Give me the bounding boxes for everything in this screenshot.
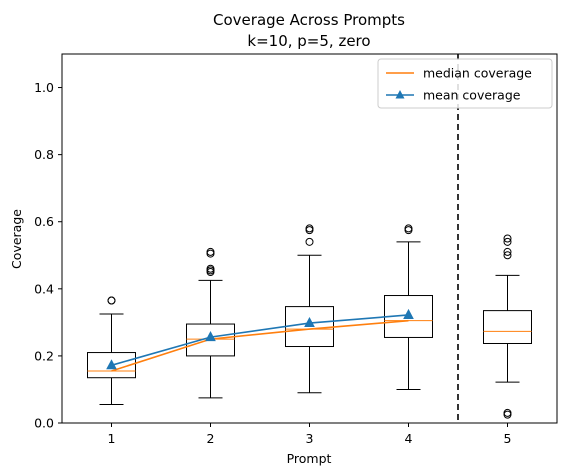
series-marker xyxy=(106,359,117,370)
series-median-coverage xyxy=(111,319,409,372)
chart-subtitle: k=10, p=5, zero xyxy=(247,32,370,50)
outlier-point xyxy=(503,251,512,260)
box-plot-2 xyxy=(186,247,235,399)
y-tick-label: 1.0 xyxy=(34,80,54,95)
outlier-point xyxy=(206,264,215,273)
outlier-point xyxy=(503,237,512,246)
outlier-point xyxy=(305,226,314,235)
outlier-point xyxy=(206,266,215,275)
series-mean-coverage xyxy=(106,308,414,370)
box-plot-1 xyxy=(87,296,136,406)
outlier-point xyxy=(206,249,215,258)
x-tick-label: 5 xyxy=(504,431,512,446)
outlier-point xyxy=(305,237,314,246)
y-tick-label: 0.2 xyxy=(34,348,54,363)
y-tick-label: 0.8 xyxy=(34,147,54,162)
outlier-point xyxy=(503,410,512,419)
series-line xyxy=(111,314,409,367)
legend: median coverage mean coverage xyxy=(377,58,553,109)
y-axis-label: Coverage xyxy=(9,209,24,269)
chart-title: Coverage Across Prompts xyxy=(213,11,405,29)
x-tick-label: 4 xyxy=(405,431,413,446)
box-plot-3 xyxy=(285,224,334,394)
x-axis-label: Prompt xyxy=(287,451,332,466)
outlier-point xyxy=(107,296,116,305)
box-plot-5 xyxy=(483,234,532,419)
series-marker xyxy=(205,331,216,342)
outlier-point xyxy=(206,247,215,256)
legend-label: mean coverage xyxy=(423,88,521,103)
outlier-point xyxy=(503,408,512,417)
outlier-point xyxy=(404,226,413,235)
series-marker xyxy=(403,308,414,319)
series-line xyxy=(111,319,409,372)
legend-marker xyxy=(395,90,405,99)
x-tick-label: 2 xyxy=(207,431,215,446)
legend-label: median coverage xyxy=(423,66,532,81)
outlier-point xyxy=(503,234,512,243)
y-tick-label: 0.4 xyxy=(34,281,54,296)
legend-box xyxy=(377,58,553,109)
outlier-point xyxy=(305,224,314,233)
series-marker xyxy=(304,316,315,328)
y-tick-label: 0.6 xyxy=(34,214,54,229)
box xyxy=(483,310,532,344)
box-plot-4 xyxy=(384,224,433,390)
y-tick-label: 0.0 xyxy=(34,416,54,431)
x-tick-label: 3 xyxy=(306,431,314,446)
outlier-point xyxy=(503,247,512,256)
x-tick-label: 1 xyxy=(108,431,116,446)
outlier-point xyxy=(404,224,413,233)
